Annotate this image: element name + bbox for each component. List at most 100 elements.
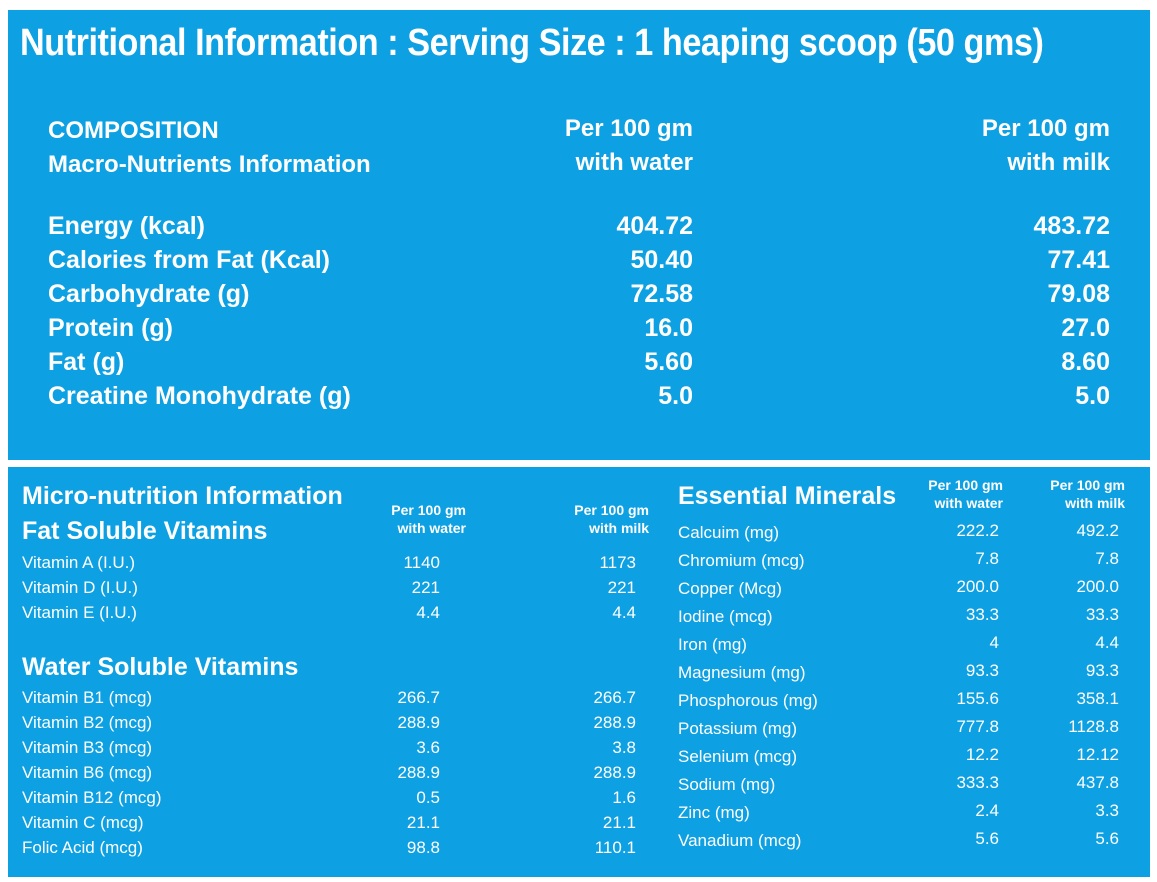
mineral-row-water-value: 2.4: [975, 801, 999, 820]
micro-panel: [8, 467, 1150, 877]
mineral-row-milk-value: 4.4: [1095, 633, 1119, 652]
mineral-row-water-value: 155.6: [956, 689, 999, 708]
mineral-row-water-value: 5.6: [975, 829, 999, 848]
mineral-row-label: Magnesium (mg): [678, 663, 806, 682]
mineral-row-water-value: 7.8: [975, 549, 999, 568]
mineral-row-label: Chromium (mcg): [678, 551, 805, 570]
water-vitamin-row-water-value: 266.7: [397, 688, 440, 707]
mineral-row-label: Iodine (mcg): [678, 607, 773, 626]
mineral-row-milk-value: 358.1: [1076, 689, 1119, 708]
mineral-row-water-value: 4: [989, 633, 999, 652]
water-vitamin-row-water-value: 21.1: [406, 813, 440, 832]
water-vitamin-row-milk-value: 266.7: [593, 688, 636, 707]
water-vitamin-row-label: Vitamin B3 (mcg): [22, 738, 153, 757]
micro-title: Micro-nutrition Information: [22, 482, 343, 510]
mineral-row-label: Potassium (mg): [678, 719, 798, 738]
water-vitamin-row-milk-value: 288.9: [593, 713, 636, 732]
macro-row-label: Fat (g): [48, 348, 125, 376]
macro-row-water-value: 5.0: [658, 382, 693, 410]
water-vitamin-row-water-value: 288.9: [397, 713, 440, 732]
macro-row-milk-value: 77.41: [1047, 246, 1110, 274]
mineral-row-water-value: 777.8: [956, 717, 999, 736]
macro-subtitle: Macro-Nutrients Information: [48, 151, 371, 178]
macro-row-water-value: 72.58: [630, 280, 693, 308]
water-vitamin-row-label: Vitamin B2 (mcg): [22, 713, 153, 732]
water-vitamin-row-label: Vitamin B1 (mcg): [22, 688, 153, 707]
macro-row-milk-value: 483.72: [1033, 212, 1110, 240]
minerals-title: Essential Minerals: [678, 482, 897, 510]
mineral-row-milk-value: 5.6: [1095, 829, 1119, 848]
mineral-row-milk-value: 3.3: [1095, 801, 1119, 820]
mineral-row-water-value: 222.2: [956, 521, 999, 540]
mineral-row-label: Copper (Mcg): [678, 579, 782, 598]
composition-label: COMPOSITION: [48, 117, 219, 144]
fat-vitamin-row-water-value: 4.4: [416, 603, 440, 622]
water-soluble-title: Water Soluble Vitamins: [22, 653, 299, 681]
page-title: Nutritional Information : Serving Size :…: [20, 22, 1044, 64]
fat-vitamin-row-label: Vitamin A (I.U.): [22, 553, 136, 572]
macro-row-label: Calories from Fat (Kcal): [48, 246, 331, 274]
water-vitamin-row-milk-value: 288.9: [593, 763, 636, 782]
macro-col-milk-line2: with milk: [1007, 149, 1110, 176]
macro-col-water-line2: with water: [575, 149, 693, 176]
mineral-row-milk-value: 1128.8: [1068, 717, 1119, 736]
water-vitamin-row-water-value: 3.6: [416, 738, 440, 757]
minerals-col-milk-line2: with milk: [1065, 495, 1125, 511]
fat-vitamin-row-label: Vitamin D (I.U.): [22, 578, 138, 597]
water-vitamin-row-milk-value: 21.1: [602, 813, 636, 832]
macro-row-water-value: 16.0: [644, 314, 693, 342]
water-vitamin-row-label: Vitamin B6 (mcg): [22, 763, 153, 782]
macro-row-milk-value: 79.08: [1047, 280, 1110, 308]
micro-col-milk-line1: Per 100 gm: [574, 502, 649, 518]
macro-row-label: Protein (g): [48, 314, 173, 342]
micro-col-milk-line2: with milk: [589, 520, 649, 536]
mineral-row-milk-value: 12.12: [1076, 745, 1119, 764]
fat-vitamin-row-milk-value: 1173: [599, 553, 636, 572]
mineral-row-water-value: 33.3: [965, 605, 999, 624]
macro-row-water-value: 50.40: [630, 246, 693, 274]
micro-col-water-line1: Per 100 gm: [391, 502, 466, 518]
fat-soluble-title: Fat Soluble Vitamins: [22, 517, 268, 545]
water-vitamin-row-water-value: 0.5: [416, 788, 440, 807]
macro-row-water-value: 5.60: [644, 348, 693, 376]
water-vitamin-row-milk-value: 3.8: [612, 738, 636, 757]
water-vitamin-row-label: Folic Acid (mcg): [22, 838, 143, 857]
water-vitamin-row-milk-value: 110.1: [594, 838, 636, 857]
mineral-row-milk-value: 437.8: [1076, 773, 1119, 792]
mineral-row-label: Selenium (mcg): [678, 747, 798, 766]
mineral-row-milk-value: 7.8: [1095, 549, 1119, 568]
mineral-row-milk-value: 33.3: [1085, 605, 1119, 624]
fat-vitamin-row-label: Vitamin E (I.U.): [22, 603, 137, 622]
mineral-row-label: Zinc (mg): [678, 803, 750, 822]
mineral-row-label: Vanadium (mcg): [678, 831, 802, 850]
macro-row-milk-value: 8.60: [1061, 348, 1110, 376]
mineral-row-water-value: 200.0: [956, 577, 999, 596]
mineral-row-label: Calcuim (mg): [678, 523, 780, 542]
mineral-row-milk-value: 200.0: [1076, 577, 1119, 596]
macro-row-water-value: 404.72: [616, 212, 693, 240]
water-vitamin-row-label: Vitamin B12 (mcg): [22, 788, 162, 807]
water-vitamin-row-milk-value: 1.6: [612, 788, 636, 807]
micro-col-water-line2: with water: [397, 520, 466, 536]
fat-vitamin-row-milk-value: 221: [607, 578, 636, 597]
fat-vitamin-row-water-value: 221: [411, 578, 440, 597]
minerals-col-water-line2: with water: [934, 495, 1003, 511]
mineral-row-milk-value: 93.3: [1085, 661, 1119, 680]
mineral-row-label: Iron (mg): [678, 635, 747, 654]
mineral-row-water-value: 333.3: [956, 773, 999, 792]
fat-vitamin-row-water-value: 1140: [403, 553, 440, 572]
mineral-row-label: Sodium (mg): [678, 775, 776, 794]
water-vitamin-row-water-value: 288.9: [397, 763, 440, 782]
macro-row-milk-value: 5.0: [1075, 382, 1110, 410]
macro-col-water-line1: Per 100 gm: [564, 115, 693, 142]
water-vitamin-row-water-value: 98.8: [406, 838, 440, 857]
macro-panel: [8, 10, 1150, 460]
macro-row-label: Carbohydrate (g): [48, 280, 250, 308]
water-vitamin-row-label: Vitamin C (mcg): [22, 813, 144, 832]
macro-row-milk-value: 27.0: [1061, 314, 1110, 342]
mineral-row-milk-value: 492.2: [1076, 521, 1119, 540]
macro-col-milk-line1: Per 100 gm: [981, 115, 1110, 142]
minerals-col-milk-line1: Per 100 gm: [1050, 477, 1125, 493]
macro-row-label: Energy (kcal): [48, 212, 206, 240]
mineral-row-water-value: 93.3: [965, 661, 999, 680]
